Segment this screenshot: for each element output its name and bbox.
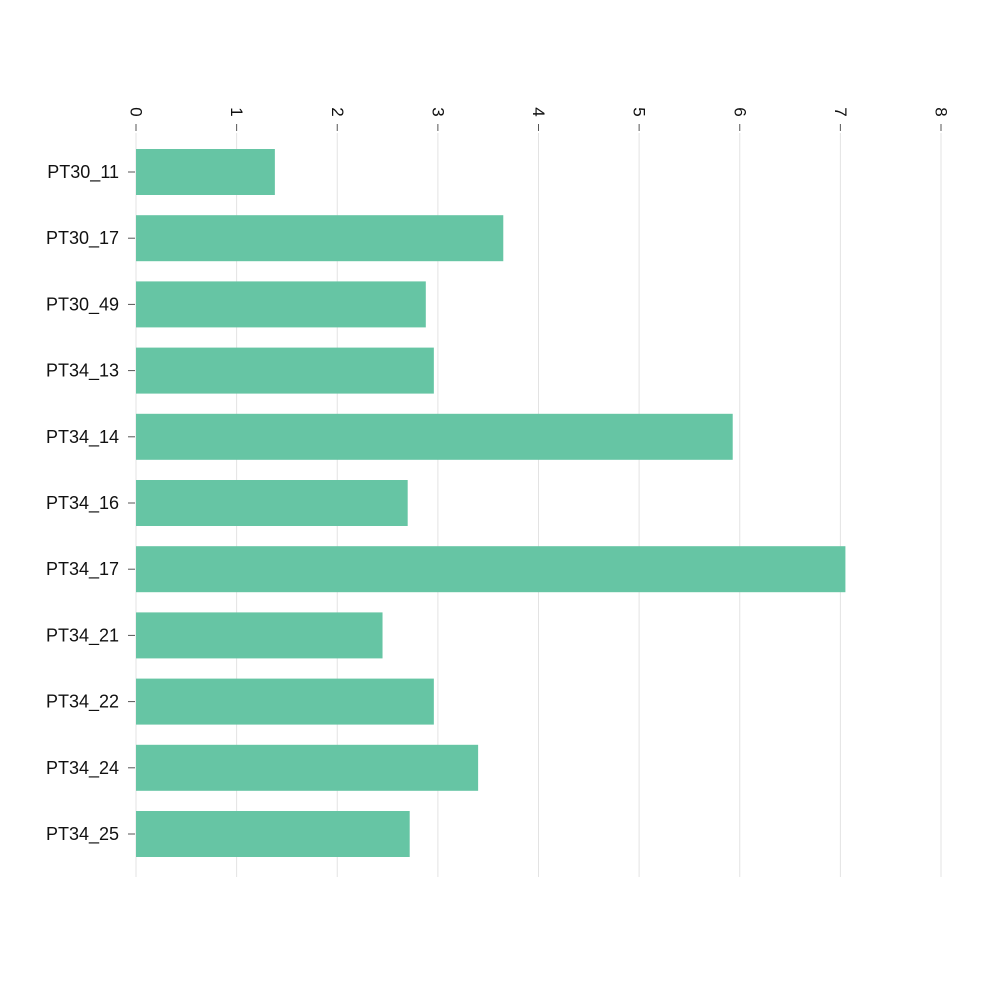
x-tick-label: 2 bbox=[328, 107, 347, 116]
bar-PT34_25 bbox=[136, 811, 410, 857]
y-tick-label: PT34_13 bbox=[46, 361, 119, 382]
bar-PT34_17 bbox=[136, 546, 846, 593]
x-tick-label: 8 bbox=[932, 107, 951, 116]
x-tick-label: 7 bbox=[831, 107, 850, 116]
x-tick-label: 0 bbox=[127, 107, 146, 116]
bar-PT34_16 bbox=[136, 480, 408, 526]
y-tick-label: PT34_25 bbox=[46, 824, 119, 845]
bar-PT34_22 bbox=[136, 678, 434, 725]
y-tick-label: PT34_17 bbox=[46, 559, 119, 580]
y-tick-label: PT30_11 bbox=[47, 162, 119, 183]
bar-PT34_14 bbox=[136, 413, 733, 460]
bar-layer bbox=[136, 149, 846, 857]
y-tick-label: PT30_49 bbox=[46, 294, 119, 315]
x-tick-label: 6 bbox=[730, 107, 749, 116]
bar-PT34_21 bbox=[136, 612, 383, 659]
x-tick-label: 3 bbox=[428, 107, 447, 116]
x-tick-label: 4 bbox=[529, 107, 548, 116]
y-tick-label: PT34_14 bbox=[46, 427, 119, 448]
x-tick-label: 5 bbox=[630, 107, 649, 116]
bar-PT34_13 bbox=[136, 347, 434, 394]
y-tick-label: PT34_16 bbox=[46, 493, 119, 514]
x-axis: 0 1 2 3 4 5 6 7 8 bbox=[127, 107, 951, 131]
y-tick-label: PT30_17 bbox=[46, 228, 119, 249]
y-axis: PT30_11 PT30_17 PT30_49 PT34_13 PT34_14 PT34_… bbox=[46, 162, 135, 845]
bar-PT30_11 bbox=[136, 149, 275, 195]
y-tick-label: PT34_22 bbox=[46, 692, 119, 713]
bar-PT30_17 bbox=[136, 215, 504, 262]
x-tick-label: 1 bbox=[227, 107, 246, 116]
bar-PT30_49 bbox=[136, 281, 426, 328]
bar-PT34_24 bbox=[136, 744, 479, 791]
y-tick-label: PT34_21 bbox=[46, 625, 119, 646]
y-tick-label: PT34_24 bbox=[46, 758, 119, 779]
